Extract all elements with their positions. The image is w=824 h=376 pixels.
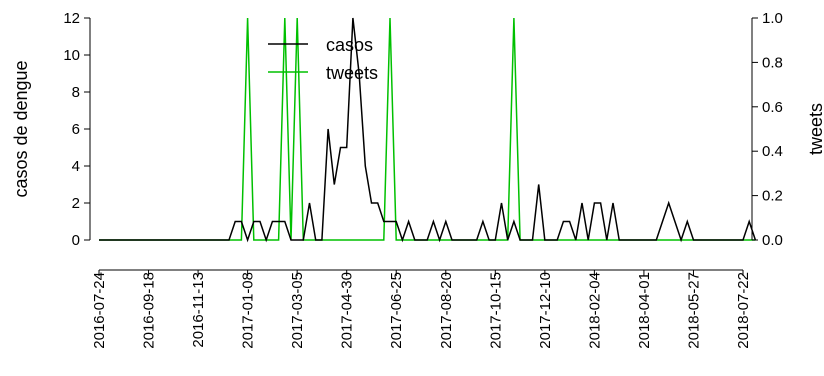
x-axis: 2016-07-24 2016-09-18 2016-11-13 2017-01-08…	[91, 269, 752, 349]
x-tick-label: 2017-03-05	[289, 272, 306, 349]
left-tick-label: 8	[72, 84, 80, 101]
legend: casos tweets	[268, 35, 378, 83]
right-tick-label: 0.0	[762, 232, 783, 249]
x-tick-label: 2016-11-13	[190, 272, 207, 348]
x-tick-label: 2017-06-25	[388, 272, 405, 349]
series-line-casos	[99, 17, 757, 243]
right-tick-label: 0.8	[762, 54, 783, 71]
x-tick-label: 2016-07-24	[91, 272, 108, 349]
series-line-tweets	[99, 17, 756, 241]
right-tick-label: 1.0	[762, 10, 783, 27]
right-tick-label: 0.4	[762, 143, 783, 160]
x-tick-label: 2018-02-04	[586, 272, 603, 349]
left-tick-label: 6	[72, 121, 80, 138]
x-tick-label: 2018-04-01	[636, 272, 653, 349]
legend-label-casos: casos	[326, 35, 373, 55]
x-tick-label: 2017-04-30	[339, 272, 356, 349]
left-tick-label: 2	[72, 195, 80, 212]
x-tick-label: 2017-01-08	[240, 272, 257, 349]
x-tick-label: 2017-10-15	[487, 272, 504, 349]
x-tick-label: 2017-08-20	[438, 272, 455, 349]
left-tick-label: 10	[63, 47, 80, 64]
right-tick-label: 0.6	[762, 99, 783, 116]
legend-label-tweets: tweets	[326, 63, 378, 83]
left-y-axis: 0 2 4 6 8 10 12	[63, 10, 91, 249]
left-tick-label: 0	[72, 232, 80, 249]
left-tick-label: 12	[63, 10, 80, 27]
x-tick-label: 2017-12-10	[537, 272, 554, 349]
right-axis-title: tweets	[806, 103, 824, 155]
left-axis-title: casos de dengue	[11, 60, 31, 197]
x-tick-label: 2018-07-22	[735, 272, 752, 349]
plot-lines	[99, 17, 757, 243]
right-tick-label: 0.2	[762, 188, 783, 205]
x-tick-label: 2016-09-18	[141, 272, 158, 349]
x-tick-label: 2018-05-27	[686, 272, 703, 349]
left-tick-label: 4	[72, 158, 80, 175]
right-y-axis: 0.0 0.2 0.4 0.6 0.8 1.0	[751, 10, 783, 249]
